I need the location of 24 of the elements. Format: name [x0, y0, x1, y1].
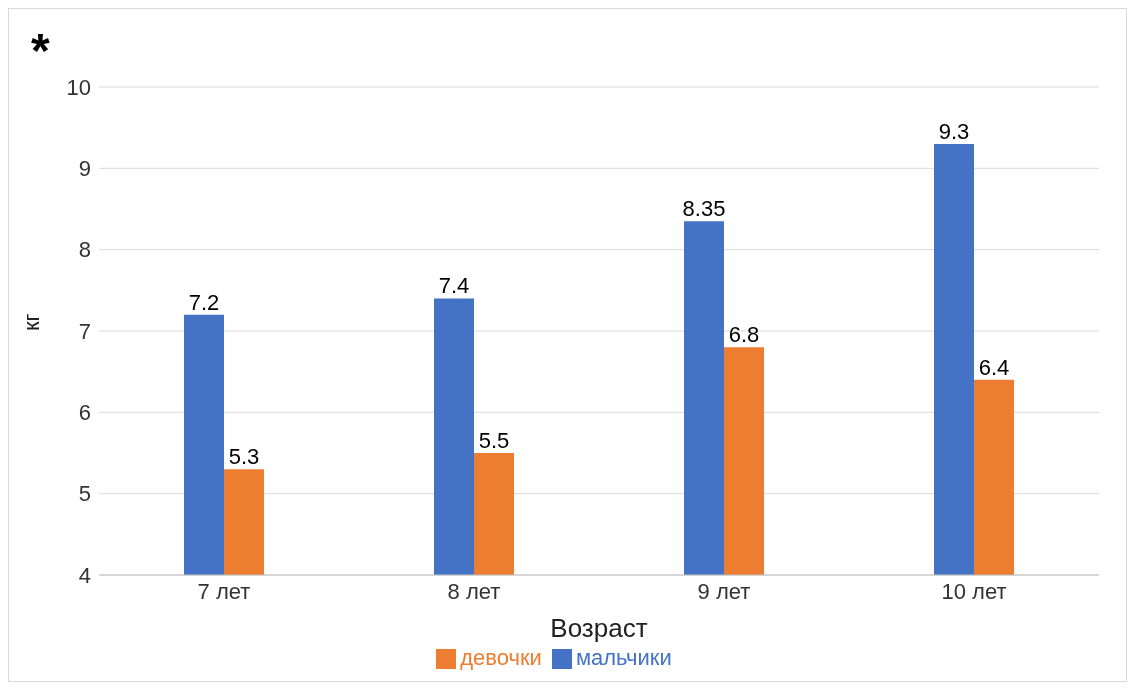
data-label: 8.35 [682, 196, 726, 222]
legend-label: мальчики [575, 645, 672, 670]
data-label: 5.3 [228, 444, 260, 470]
data-label: 9.3 [938, 118, 970, 144]
x-tick-label: 9 лет [697, 578, 751, 604]
x-tick-label: 7 лет [197, 578, 251, 604]
data-label: 5.5 [478, 428, 510, 453]
y-tick-label: 9 [78, 156, 91, 182]
x-axis-title: Возраст [550, 613, 648, 643]
data-label: 6.4 [978, 354, 1010, 380]
data-label: 7.4 [438, 273, 470, 299]
x-tick-label: 8 лет [447, 578, 501, 604]
y-tick-label: 10 [66, 74, 91, 100]
y-tick-label: 6 [78, 400, 91, 426]
text: * [31, 24, 50, 77]
y-tick-label: 5 [78, 481, 91, 507]
data-label: 6.8 [728, 322, 760, 348]
y-tick-label: 8 [78, 237, 91, 263]
y-tick-label: 7 [78, 318, 91, 344]
y-axis-title: кг [18, 313, 44, 331]
x-tick-label: 10 лет [941, 578, 1007, 604]
data-label: 7.2 [188, 289, 220, 315]
y-tick-label: 4 [78, 562, 91, 588]
legend-label: девочки [460, 645, 542, 670]
